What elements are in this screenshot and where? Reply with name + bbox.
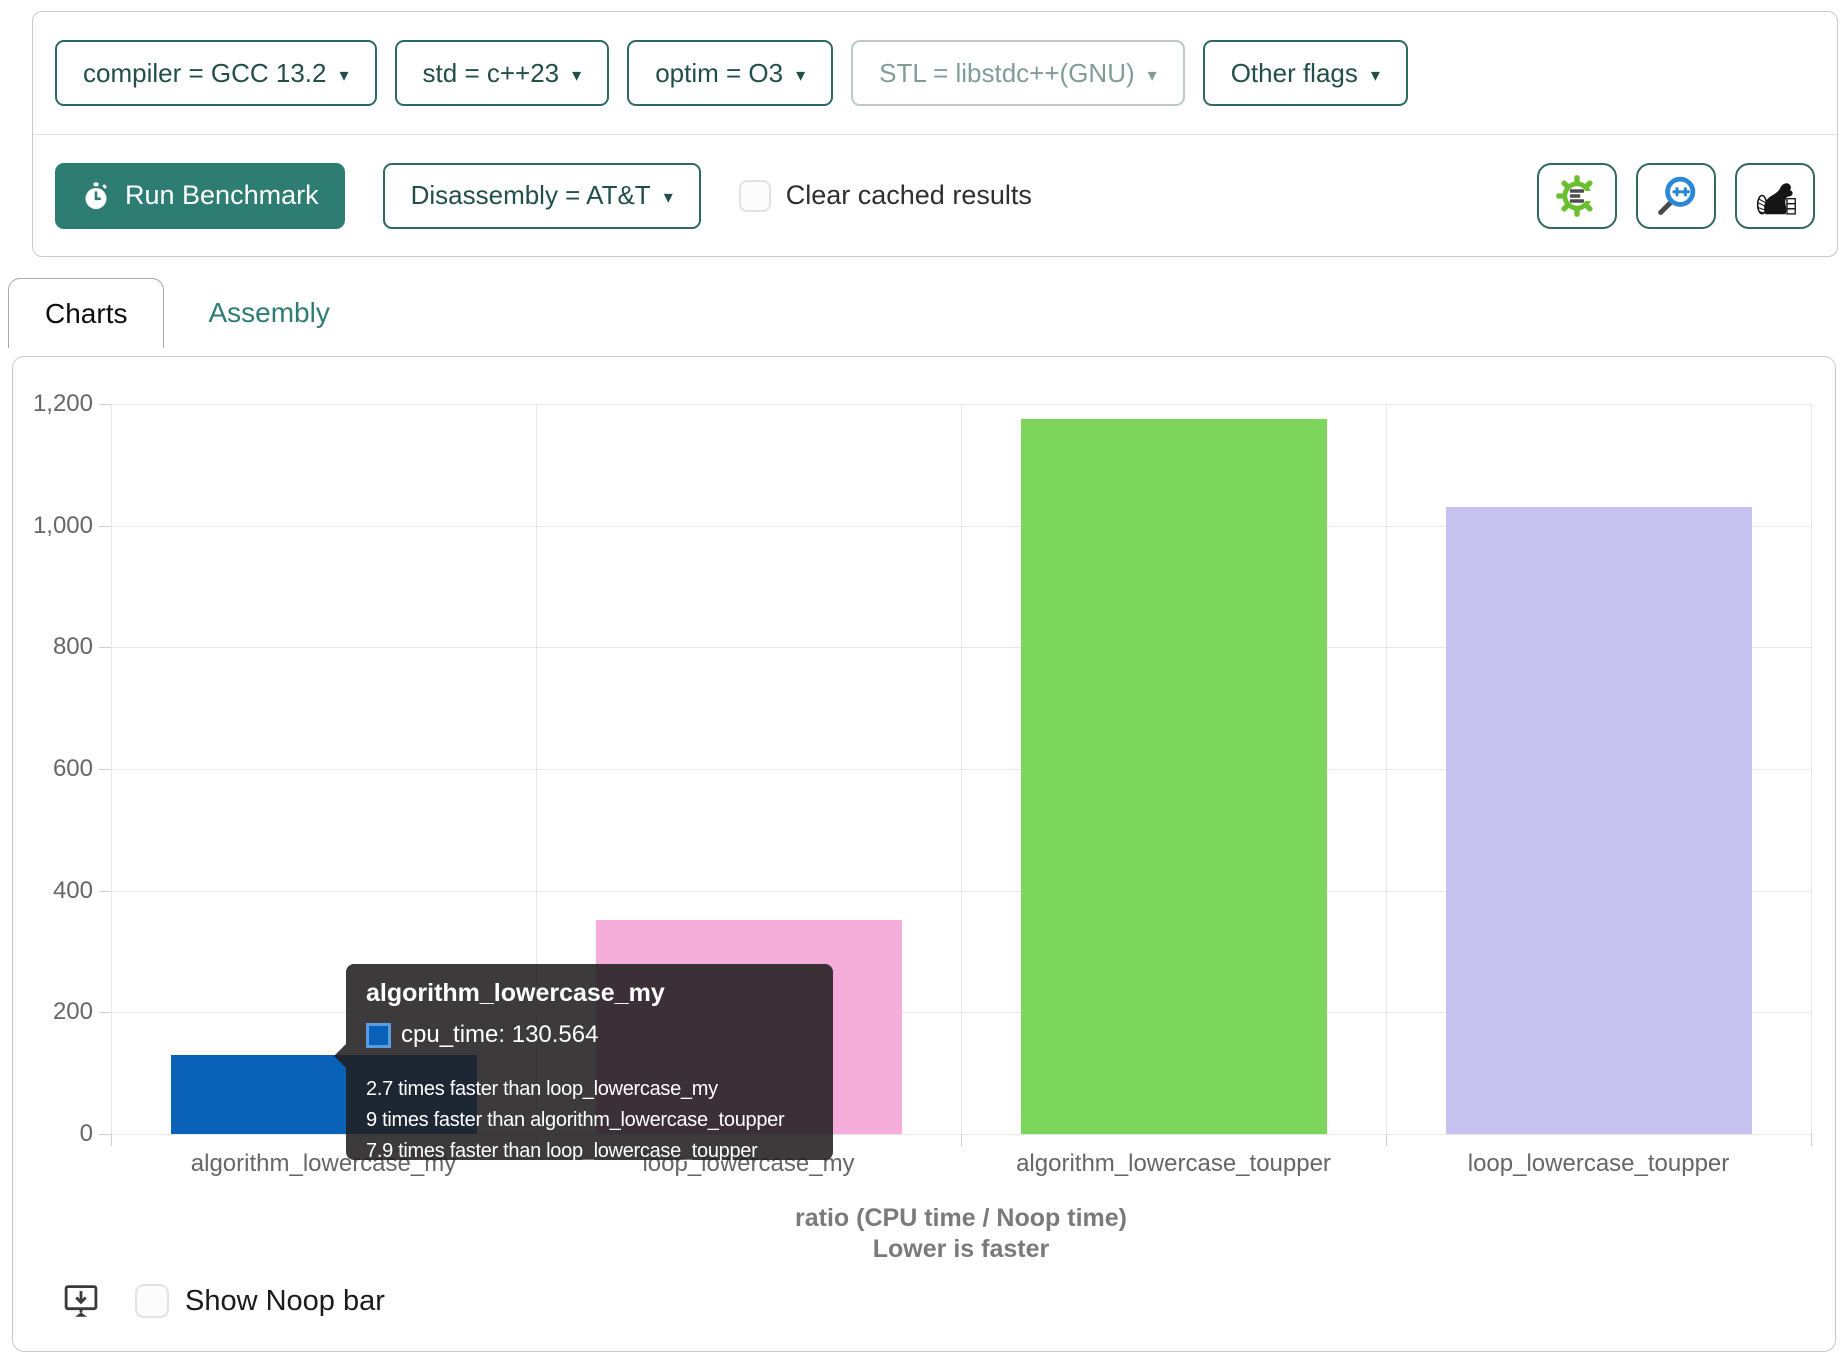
y-tick-mark	[99, 1134, 111, 1135]
cpp-insights-magnifier-icon	[1658, 176, 1696, 215]
build-bench-beaver-icon	[1756, 182, 1796, 215]
tab-charts[interactable]: Charts	[8, 278, 165, 348]
x-gridline	[1385, 404, 1387, 1134]
tooltip-comparison: 7.9 times faster than loop_lowercase_tou…	[366, 1140, 758, 1162]
compiler-dropdown-label: compiler = GCC 13.2	[83, 57, 327, 88]
compiler-options-row: compiler = GCC 13.2 ▾ std = c++23 ▾ opti…	[33, 12, 1837, 134]
x-gridline	[960, 404, 962, 1134]
stl-dropdown-label: STL = libstdc++(GNU)	[879, 57, 1135, 88]
bar-loop_lowercase_toupper[interactable]	[1445, 506, 1752, 1134]
optim-dropdown-label: optim = O3	[655, 57, 784, 88]
compiler-explorer-button[interactable]	[1537, 162, 1617, 229]
chevron-down-icon: ▾	[339, 64, 349, 85]
optim-dropdown[interactable]: optim = O3 ▾	[627, 40, 834, 106]
chart-panel: 0 200 400 600 800 1,000 1,200 algorithm_lowerca…	[12, 356, 1836, 1352]
x-category-label: algorithm_lowercase_toupper	[1016, 1150, 1331, 1177]
bar-algorithm_lowercase_toupper[interactable]	[1020, 419, 1327, 1134]
compiler-explorer-gear-icon	[1556, 174, 1600, 217]
download-chart-button[interactable]	[59, 1279, 103, 1323]
stopwatch-icon	[85, 182, 107, 209]
x-category-label: loop_lowercase_toupper	[1467, 1150, 1730, 1177]
clear-cached-label[interactable]: Clear cached results	[785, 180, 1032, 210]
x-tick-mark	[110, 1134, 112, 1146]
y-tick-label: 800	[52, 633, 93, 661]
y-tick-label: 600	[52, 755, 93, 782]
run-benchmark-button[interactable]: Run Benchmark	[55, 162, 345, 229]
other-flags-dropdown-label: Other flags	[1230, 57, 1358, 88]
y-tick-label: 400	[52, 876, 93, 904]
y-tick-mark	[99, 525, 111, 527]
cpp-insights-button[interactable]	[1636, 162, 1716, 229]
chevron-down-icon: ▾	[796, 64, 806, 85]
y-axis-line	[111, 404, 112, 1146]
chevron-down-icon: ▾	[572, 64, 582, 85]
result-tabs: Charts Assembly	[8, 278, 366, 348]
y-tick-label: 0	[79, 1120, 93, 1147]
clear-cached-checkbox[interactable]	[738, 179, 771, 212]
tooltip-caret	[334, 1044, 346, 1068]
series-color-swatch	[366, 1022, 391, 1048]
external-tools-group	[1537, 162, 1815, 229]
chevron-down-icon: ▾	[1370, 64, 1380, 85]
chart-tooltip: algorithm_lowercase_my cpu_time: 130.564…	[334, 964, 833, 1162]
stl-dropdown: STL = libstdc++(GNU) ▾	[851, 40, 1185, 106]
std-dropdown-label: std = c++23	[422, 57, 560, 88]
tab-assembly[interactable]: Assembly	[208, 297, 330, 328]
benchmark-actions-row: Run Benchmark Disassembly = AT&T ▾ Clear…	[33, 134, 1837, 256]
x-tick-mark	[960, 1134, 962, 1146]
bar-chart: 0 200 400 600 800 1,000 1,200 algorithm_lowerca…	[33, 390, 1812, 1177]
download-chart-icon	[64, 1285, 98, 1317]
chevron-down-icon: ▾	[663, 187, 673, 207]
disassembly-dropdown-label: Disassembly = AT&T	[410, 180, 651, 210]
std-dropdown[interactable]: std = c++23 ▾	[394, 40, 610, 106]
disassembly-dropdown[interactable]: Disassembly = AT&T ▾	[382, 162, 701, 229]
run-benchmark-label: Run Benchmark	[125, 180, 319, 210]
chart-footer: Show Noop bar	[59, 1279, 385, 1323]
compiler-dropdown[interactable]: compiler = GCC 13.2 ▾	[55, 40, 377, 106]
benchmark-config-panel: compiler = GCC 13.2 ▾ std = c++23 ▾ opti…	[32, 11, 1838, 257]
y-tick-label: 1,200	[32, 390, 93, 417]
x-axis-title: ratio (CPU time / Noop time)	[795, 1204, 1127, 1232]
y-tick-mark	[99, 769, 111, 770]
x-axis-title-block: ratio (CPU time / Noop time) Lower is fa…	[111, 1203, 1811, 1265]
tooltip-title: algorithm_lowercase_my	[366, 979, 665, 1007]
other-flags-dropdown[interactable]: Other flags ▾	[1202, 40, 1408, 106]
chevron-down-icon: ▾	[1147, 64, 1157, 85]
build-bench-button[interactable]	[1735, 162, 1815, 229]
y-tick-label: 1,000	[32, 511, 93, 539]
show-noop-checkbox[interactable]	[135, 1284, 169, 1318]
y-tick-mark	[99, 647, 111, 649]
tooltip-value: cpu_time: 130.564	[401, 1021, 599, 1048]
x-gridline	[1810, 404, 1812, 1134]
tooltip-comparison: 2.7 times faster than loop_lowercase_my	[366, 1078, 718, 1100]
y-tick-mark	[99, 890, 111, 892]
y-tick-label: 200	[52, 998, 93, 1026]
x-axis-subtitle: Lower is faster	[872, 1235, 1050, 1263]
y-tick-mark	[99, 404, 111, 405]
x-tick-mark	[1810, 1134, 1812, 1146]
x-gridline	[535, 404, 537, 1134]
show-noop-label[interactable]: Show Noop bar	[185, 1284, 385, 1317]
tooltip-comparison: 9 times faster than algorithm_lowercase_…	[366, 1109, 785, 1131]
x-tick-mark	[1385, 1134, 1387, 1146]
x-gridline	[110, 404, 112, 1134]
y-tick-mark	[99, 1012, 111, 1014]
